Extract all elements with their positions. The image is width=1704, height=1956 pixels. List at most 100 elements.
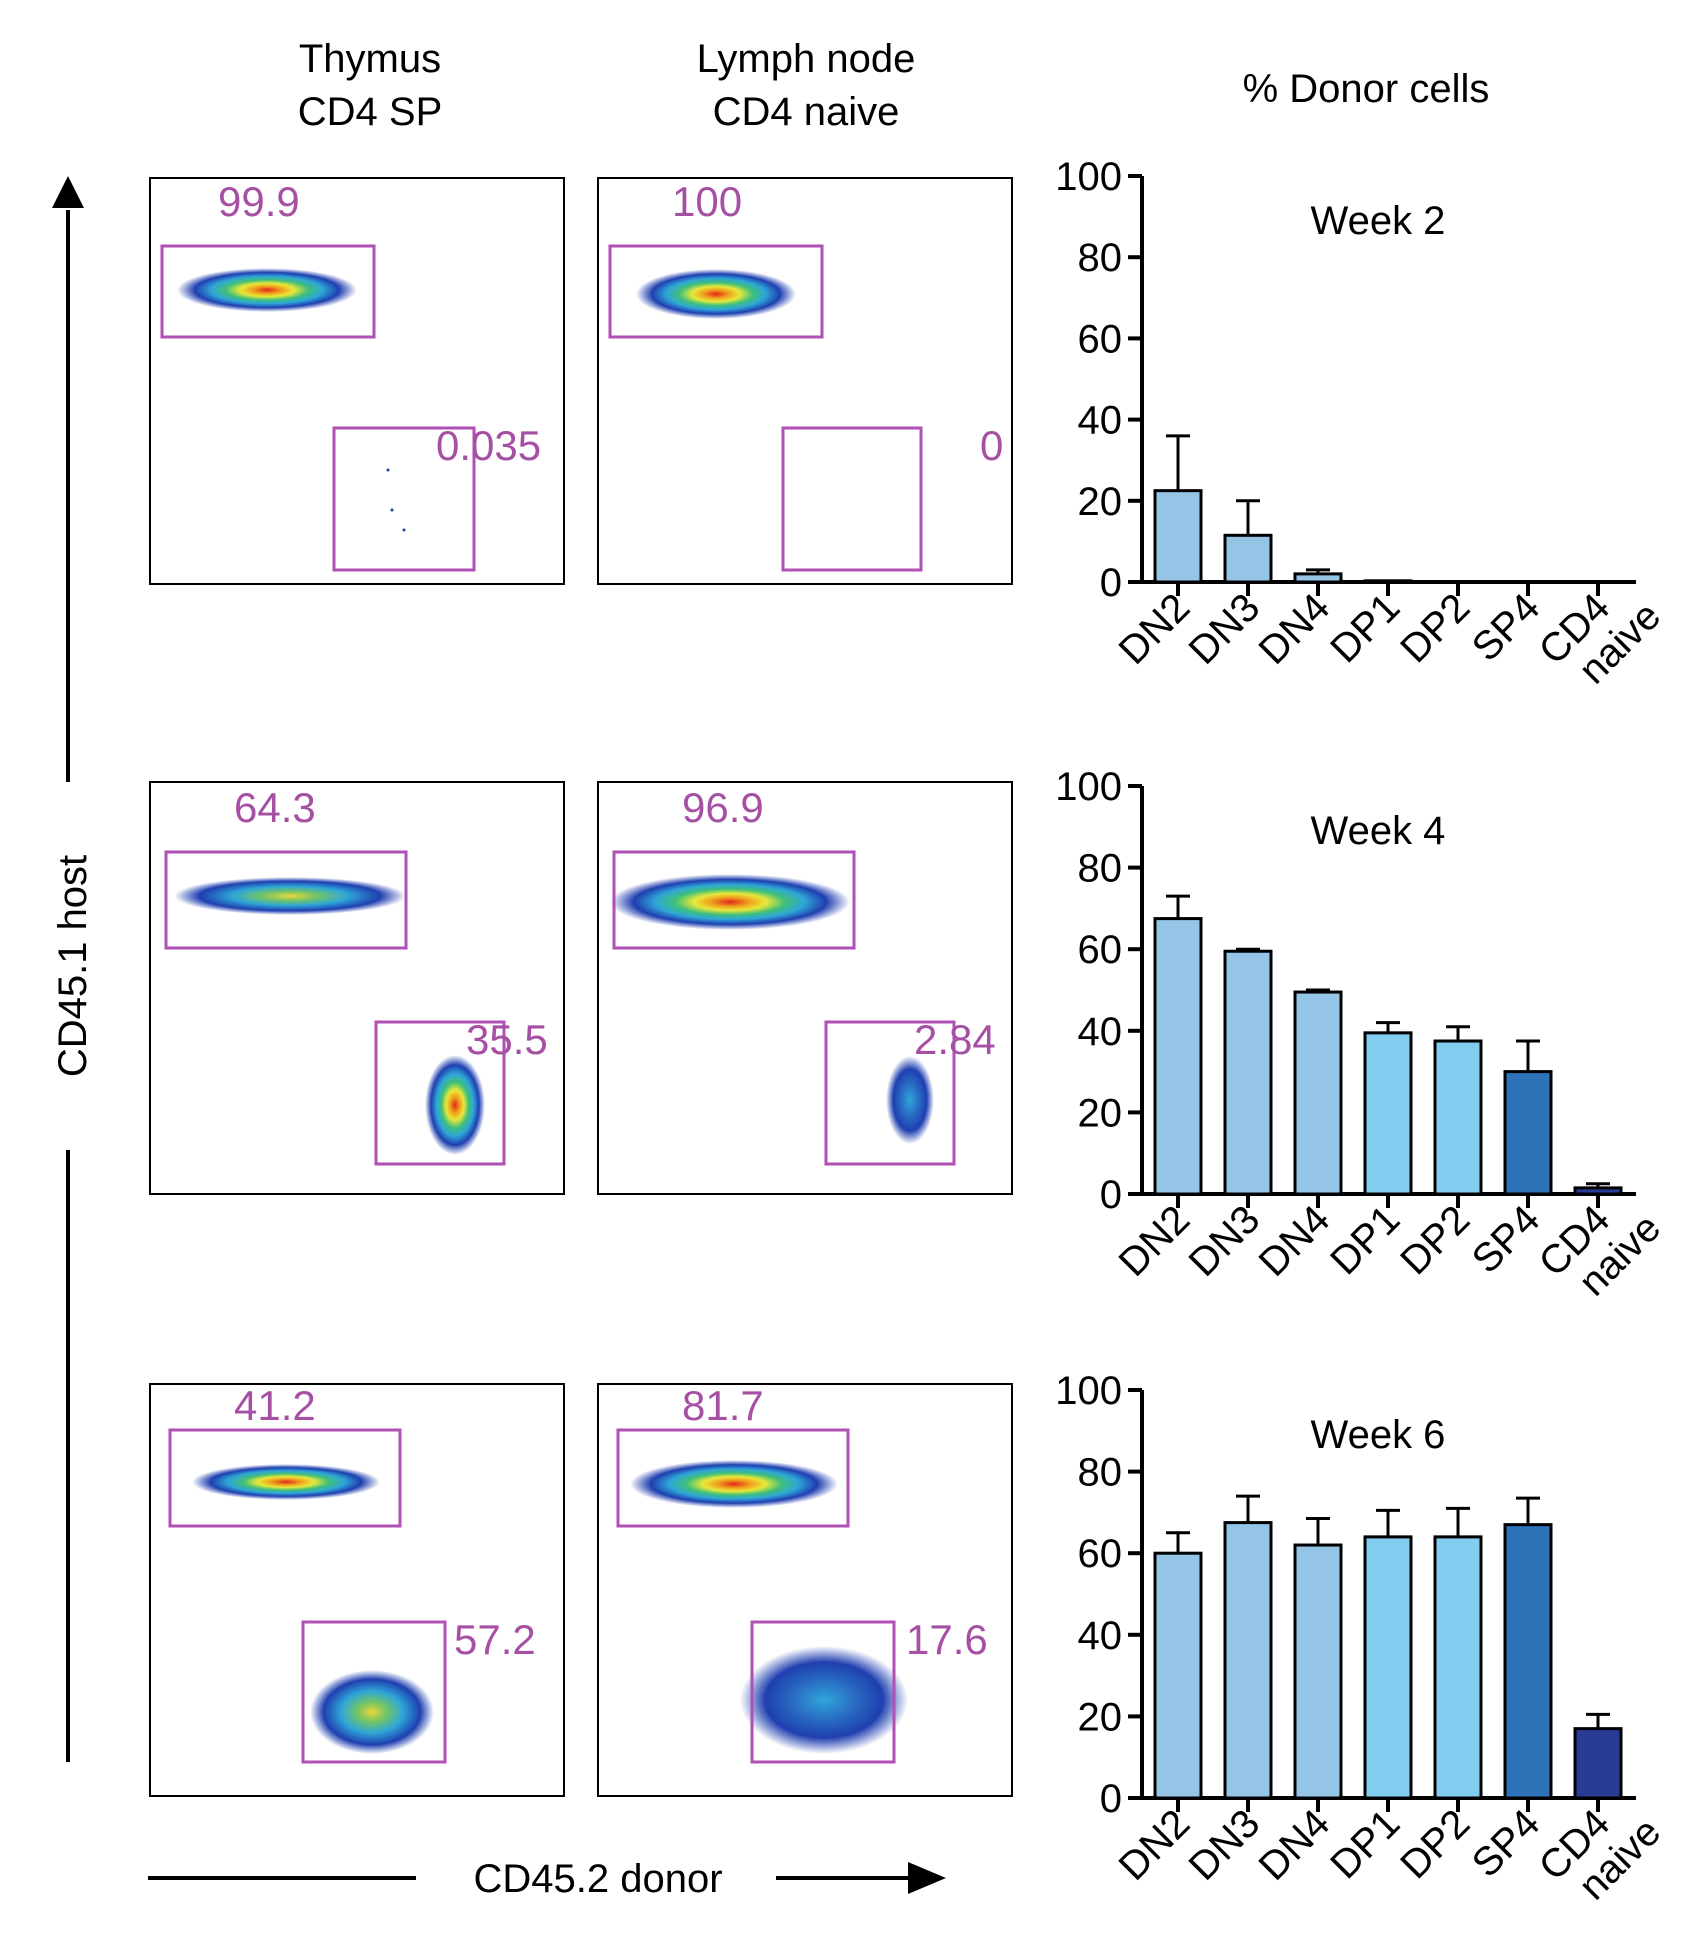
donor-population bbox=[425, 1055, 485, 1155]
host-percent: 64.3 bbox=[234, 784, 316, 831]
y-tick-label: 40 bbox=[1078, 1614, 1123, 1658]
category-label: DP1 bbox=[1322, 585, 1408, 671]
bar-dp1 bbox=[1363, 579, 1413, 584]
bar-dn4 bbox=[1293, 572, 1343, 584]
bar-dn3 bbox=[1223, 1521, 1273, 1800]
y-tick-label: 20 bbox=[1078, 480, 1123, 524]
category-label: DN3 bbox=[1181, 1197, 1269, 1285]
bar-dp2 bbox=[1433, 1039, 1483, 1196]
bar-dn2 bbox=[1153, 1551, 1203, 1800]
category-label: DP2 bbox=[1392, 1801, 1478, 1887]
y-tick-label: 0 bbox=[1100, 561, 1122, 605]
host-percent: 100 bbox=[672, 178, 742, 225]
donor-gate bbox=[781, 426, 923, 572]
flow-plot-thymus-week4: 64.3 35.5 bbox=[149, 781, 565, 1195]
bar-dp2 bbox=[1433, 1535, 1483, 1800]
category-label: DN2 bbox=[1111, 585, 1199, 673]
host-gate bbox=[164, 850, 408, 950]
donor-gate bbox=[332, 426, 476, 572]
donor-population bbox=[740, 1646, 908, 1754]
category-label: DP2 bbox=[1392, 1197, 1478, 1283]
thymus-header: Thymus bbox=[299, 37, 441, 81]
chart-title: Week 4 bbox=[1311, 809, 1446, 853]
category-label: SP4 bbox=[1464, 1801, 1549, 1886]
host-population bbox=[192, 1464, 380, 1500]
host-population bbox=[174, 877, 406, 915]
donor-population bbox=[886, 1056, 934, 1144]
bar-dn3 bbox=[1223, 533, 1273, 584]
host-population bbox=[630, 1460, 838, 1508]
y-tick-label: 80 bbox=[1078, 1451, 1123, 1495]
donor-percent: 17.6 bbox=[906, 1616, 988, 1663]
category-label: DN3 bbox=[1181, 1801, 1269, 1889]
flow-plot-frame bbox=[149, 177, 565, 585]
host-gate bbox=[608, 244, 824, 339]
host-percent: 41.2 bbox=[234, 1382, 316, 1429]
host-percent: 81.7 bbox=[682, 1382, 764, 1429]
bar-dn2 bbox=[1153, 917, 1203, 1196]
donor-gate bbox=[374, 1020, 506, 1166]
category-label: DP1 bbox=[1322, 1801, 1408, 1887]
flow-plot-thymus-week2: 99.9 0.035 bbox=[149, 177, 565, 585]
category-label: DP1 bbox=[1322, 1197, 1408, 1283]
bar-sp4 bbox=[1503, 1070, 1553, 1196]
bar-dn4 bbox=[1293, 990, 1343, 1196]
category-label: DN2 bbox=[1111, 1801, 1199, 1889]
bar-sp4 bbox=[1503, 1523, 1553, 1800]
category-label: DN4 bbox=[1251, 1197, 1339, 1285]
y-axis-arrow bbox=[52, 176, 84, 1762]
y-axis-label: CD45.1 host bbox=[51, 855, 95, 1077]
flow-plot-lymph-node-week4: 96.9 2.84 bbox=[597, 781, 1013, 1195]
bar-dn3 bbox=[1223, 949, 1273, 1196]
category-label: DN4 bbox=[1251, 585, 1339, 673]
y-tick-label: 100 bbox=[1055, 1369, 1122, 1413]
lymph-node-subheader: CD4 naive bbox=[713, 90, 900, 134]
category-label: DP2 bbox=[1392, 585, 1478, 671]
chart-title: Week 6 bbox=[1311, 1413, 1446, 1457]
bar-dn2 bbox=[1153, 489, 1203, 584]
host-population bbox=[636, 269, 796, 319]
category-label: DN3 bbox=[1181, 585, 1269, 673]
donor-gate bbox=[750, 1620, 896, 1764]
donor-percent: 0 bbox=[980, 422, 1003, 469]
flow-plot-lymph-node-week2: 100 0 bbox=[597, 177, 1013, 585]
donor-cells-header: % Donor cells bbox=[1243, 67, 1490, 111]
flow-plot-frame bbox=[597, 177, 1013, 585]
y-tick-label: 60 bbox=[1078, 928, 1123, 972]
bar-dn4 bbox=[1293, 1543, 1343, 1800]
y-tick-label: 20 bbox=[1078, 1091, 1123, 1135]
host-percent: 99.9 bbox=[218, 178, 300, 225]
chart-title: Week 2 bbox=[1311, 199, 1446, 243]
host-gate bbox=[160, 244, 376, 339]
y-tick-label: 60 bbox=[1078, 317, 1123, 361]
bar-cd4-naive bbox=[1573, 1186, 1623, 1196]
donor-percent: 2.84 bbox=[914, 1016, 996, 1063]
flow-plot-frame bbox=[149, 781, 565, 1195]
host-percent: 96.9 bbox=[682, 784, 764, 831]
flow-plot-thymus-week6: 41.2 57.2 bbox=[149, 1382, 565, 1797]
donor-gate bbox=[301, 1620, 447, 1764]
y-tick-label: 20 bbox=[1078, 1695, 1123, 1739]
bar-cd4-naive bbox=[1573, 1727, 1623, 1800]
y-tick-label: 0 bbox=[1100, 1173, 1122, 1217]
donor-percent: 0.035 bbox=[436, 422, 541, 469]
category-label: SP4 bbox=[1464, 1197, 1549, 1282]
y-tick-label: 80 bbox=[1078, 847, 1123, 891]
host-gate bbox=[616, 1428, 850, 1528]
host-gate bbox=[168, 1428, 402, 1528]
flow-plot-frame bbox=[597, 781, 1013, 1195]
category-label: DN2 bbox=[1111, 1197, 1199, 1285]
thymus-subheader: CD4 SP bbox=[298, 90, 443, 134]
host-gate bbox=[612, 850, 856, 950]
y-tick-label: 0 bbox=[1100, 1777, 1122, 1821]
donor-population bbox=[310, 1670, 434, 1754]
host-population bbox=[177, 268, 357, 312]
y-tick-label: 40 bbox=[1078, 399, 1123, 443]
x-axis-label: CD45.2 donor bbox=[473, 1857, 722, 1901]
donor-percent: 35.5 bbox=[466, 1016, 548, 1063]
bar-dp1 bbox=[1363, 1535, 1413, 1800]
